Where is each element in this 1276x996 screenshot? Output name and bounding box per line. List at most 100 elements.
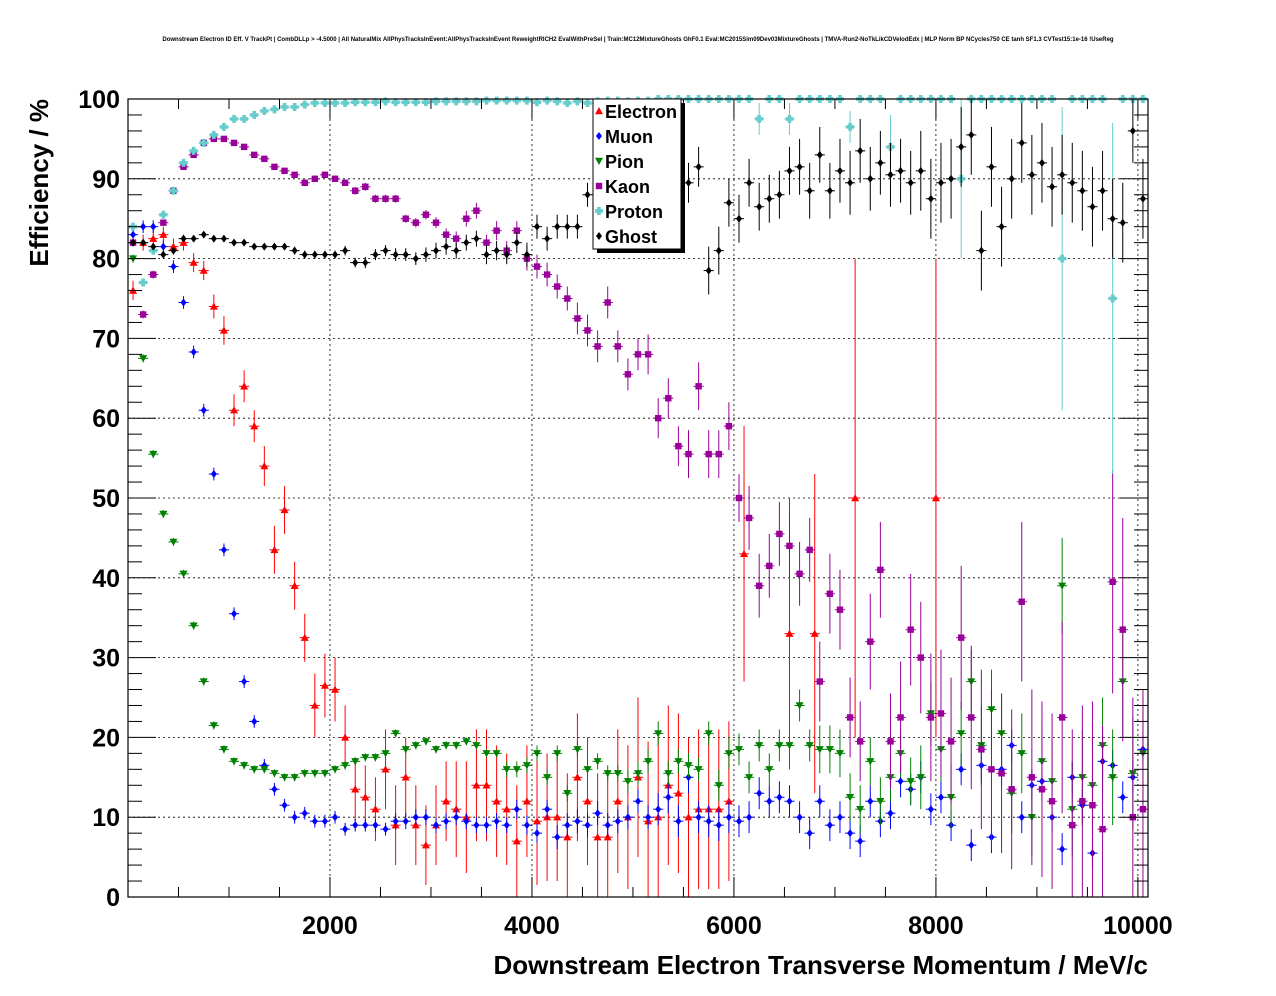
- data-point: [897, 166, 904, 175]
- data-point: [392, 250, 399, 259]
- data-point: [988, 766, 995, 773]
- data-point: [1059, 170, 1066, 179]
- data-point: [280, 505, 289, 514]
- data-point: [333, 98, 337, 107]
- data-point: [472, 742, 481, 750]
- data-point: [826, 186, 833, 195]
- data-point: [190, 234, 197, 243]
- data-point: [401, 746, 410, 754]
- data-point: [555, 97, 560, 106]
- data-point: [139, 311, 147, 318]
- data-point: [412, 219, 420, 226]
- data-point: [291, 813, 298, 822]
- data-point: [695, 162, 702, 171]
- chart-title: Downstream Electron ID Eff. V TrackPt | …: [162, 37, 1114, 43]
- data-point: [414, 98, 418, 107]
- data-point: [564, 295, 571, 302]
- data-point: [463, 238, 470, 247]
- data-point: [454, 97, 459, 106]
- data-point: [603, 770, 612, 778]
- data-point: [755, 742, 764, 750]
- data-point: [433, 246, 440, 255]
- data-point: [453, 813, 460, 822]
- data-point: [931, 494, 940, 502]
- data-point: [593, 833, 602, 841]
- data-point: [462, 738, 471, 746]
- data-point: [311, 817, 318, 826]
- data-point: [917, 166, 924, 175]
- legend-box: [592, 98, 682, 250]
- data-point: [472, 781, 481, 789]
- data-point: [1059, 845, 1066, 854]
- data-point: [391, 730, 400, 738]
- data-point: [534, 829, 541, 838]
- data-point: [593, 758, 602, 766]
- data-point: [1110, 294, 1115, 303]
- data-point: [596, 132, 602, 140]
- data-point: [594, 809, 601, 818]
- data-point: [422, 250, 429, 259]
- data-point: [725, 198, 732, 207]
- data-point: [250, 766, 259, 774]
- data-point: [624, 813, 631, 822]
- data-point: [998, 770, 1005, 777]
- data-point: [492, 797, 501, 805]
- data-point: [533, 817, 542, 825]
- data-point: [806, 186, 813, 195]
- data-point: [271, 163, 278, 171]
- data-point: [252, 110, 257, 119]
- data-point: [553, 750, 562, 758]
- data-point: [776, 793, 783, 802]
- data-point: [564, 821, 571, 830]
- data-point: [392, 817, 399, 826]
- legend: Electron Muon Pion Kaon Proton Ghost: [592, 98, 685, 253]
- data-point: [757, 114, 761, 123]
- data-point: [1129, 126, 1136, 135]
- data-point: [836, 813, 843, 822]
- data-point: [785, 742, 794, 750]
- data-point: [735, 214, 742, 223]
- data-point: [331, 766, 340, 774]
- legend-entries: Electron Muon Pion Kaon Proton Ghost: [595, 102, 677, 247]
- legend-label: Proton: [605, 202, 663, 222]
- data-point: [464, 97, 469, 106]
- data-point: [320, 770, 329, 778]
- data-point: [421, 738, 430, 746]
- data-point: [169, 538, 178, 546]
- data-point: [341, 733, 350, 741]
- data-point: [141, 278, 145, 287]
- data-point: [988, 162, 995, 171]
- data-point: [1058, 582, 1067, 590]
- data-point: [916, 774, 925, 782]
- data-point: [342, 825, 349, 834]
- series-electron: [128, 226, 941, 897]
- y-tick-label: 100: [78, 86, 120, 114]
- data-point: [816, 150, 823, 159]
- data-point: [149, 234, 158, 242]
- data-point: [321, 817, 328, 826]
- data-point: [835, 750, 844, 758]
- data-point: [483, 821, 490, 830]
- data-point: [746, 178, 753, 187]
- data-point: [856, 806, 865, 814]
- data-point: [219, 326, 228, 334]
- data-point: [705, 450, 712, 458]
- data-point: [1017, 750, 1026, 758]
- data-point: [241, 238, 248, 247]
- data-point: [493, 227, 500, 234]
- data-point: [574, 222, 581, 231]
- data-point: [786, 542, 793, 550]
- data-point: [573, 773, 582, 781]
- data-point: [1008, 174, 1015, 183]
- data-point: [353, 98, 358, 107]
- data-point: [825, 746, 834, 754]
- data-point: [412, 813, 419, 822]
- data-point: [1119, 793, 1126, 802]
- series-muon: [128, 220, 1148, 870]
- data-point: [230, 406, 239, 414]
- data-point: [534, 222, 541, 231]
- data-point: [563, 790, 572, 798]
- data-point: [998, 222, 1005, 231]
- data-point: [544, 805, 551, 814]
- data-point: [1089, 802, 1096, 809]
